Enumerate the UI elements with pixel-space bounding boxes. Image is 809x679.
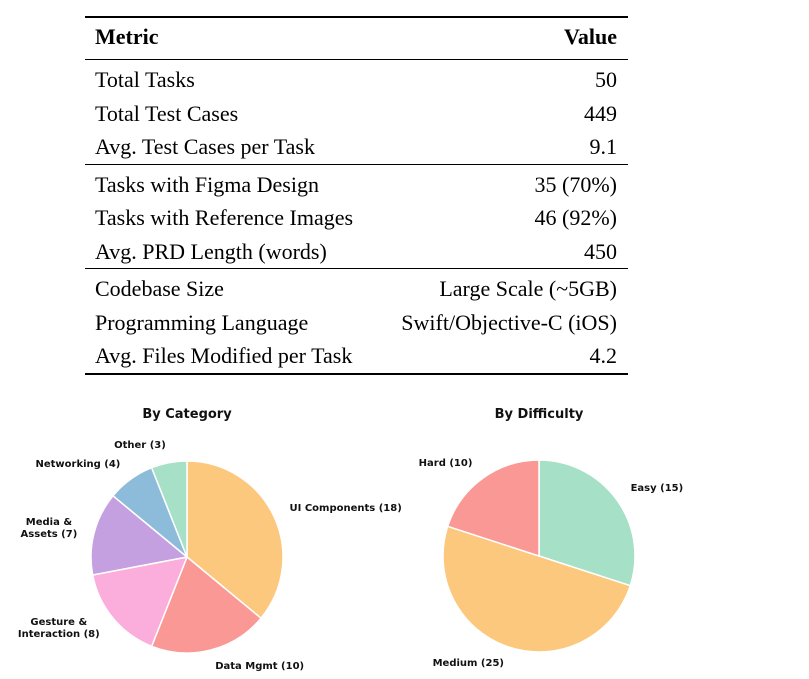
metric-column-header: Metric	[95, 24, 159, 49]
value-cell: 449	[584, 100, 617, 126]
table-row: Tasks with Figma Design 35 (70%)	[85, 164, 628, 201]
pie-slice-gesture-interaction	[91, 556, 188, 648]
pie-label-other: Other (3)	[114, 439, 166, 451]
value-cell: Swift/Objective-C (iOS)	[401, 309, 617, 335]
table-row: Total Tasks 50	[85, 60, 628, 97]
pie-slice-hard	[446, 459, 540, 557]
pie-label-medium: Medium (25)	[432, 657, 504, 669]
metric-cell: Codebase Size	[95, 276, 224, 301]
pie-slice-data-mgmt	[150, 556, 262, 654]
metric-cell: Avg. Files Modified per Task	[95, 343, 353, 368]
table-section-0: Total Tasks 50 Total Test Cases 449 Avg. Tes…	[85, 59, 628, 165]
value-cell: Large Scale (~5GB)	[439, 276, 617, 301]
table-row: Programming Language Swift/Objective-C (i…	[85, 306, 628, 340]
pie-label-data-mgmt: Data Mgmt (10)	[215, 660, 305, 672]
table-row: Total Test Cases 449	[85, 97, 628, 131]
value-cell: 4.2	[589, 343, 618, 368]
pie-label-media-assets: Media & Assets (7)	[20, 516, 78, 540]
value-cell: 35 (70%)	[534, 171, 617, 197]
metric-cell: Avg. PRD Length (words)	[95, 238, 327, 264]
metric-cell: Avg. Test Cases per Task	[95, 134, 315, 159]
metric-cell: Programming Language	[95, 309, 309, 335]
pie-slice-medium	[442, 525, 632, 653]
pie-label-easy: Easy (15)	[630, 483, 684, 495]
table-header-row: Metric Value	[85, 17, 628, 60]
metric-cell: Total Test Cases	[95, 100, 239, 126]
value-cell: 450	[584, 238, 617, 264]
pie-label-networking: Networking (4)	[35, 459, 121, 471]
pie-slice-easy	[538, 459, 636, 587]
table-row: Avg. PRD Length (words) 450	[85, 235, 628, 269]
value-cell: 50	[595, 67, 617, 92]
table-section-1: Tasks with Figma Design 35 (70%) Tasks wit…	[85, 164, 628, 269]
pie-label-hard: Hard (10)	[418, 458, 473, 470]
pie-slice-ui-components	[186, 460, 284, 619]
table-header: Metric Value	[85, 17, 628, 60]
table-section-2: Codebase Size Large Scale (~5GB) Programmi…	[85, 268, 628, 374]
metric-cell: Tasks with Figma Design	[95, 171, 319, 197]
metrics-table: Metric Value Total Tasks 50 Total Test Cas…	[85, 16, 628, 375]
table-row: Avg. Test Cases per Task 9.1	[85, 130, 628, 164]
value-cell: 46 (92%)	[534, 205, 617, 230]
pie-label-ui-components: UI Components (18)	[289, 502, 402, 514]
table-row: Codebase Size Large Scale (~5GB)	[85, 269, 628, 306]
value-column-header: Value	[564, 24, 617, 49]
value-cell: 9.1	[589, 134, 618, 159]
chart-title-by-difficulty: By Difficulty	[494, 407, 584, 422]
table-row: Tasks with Reference Images 46 (92%)	[85, 201, 628, 235]
pie-slice-media-assets	[90, 495, 188, 576]
metric-cell: Tasks with Reference Images	[95, 205, 354, 230]
pie-slice-other	[150, 460, 188, 558]
metric-cell: Total Tasks	[95, 67, 195, 92]
pie-label-gesture-interaction: Gesture & Interaction (8)	[17, 617, 100, 641]
table-row: Avg. Files Modified per Task 4.2	[85, 339, 628, 374]
chart-title-by-category: By Category	[142, 407, 232, 422]
